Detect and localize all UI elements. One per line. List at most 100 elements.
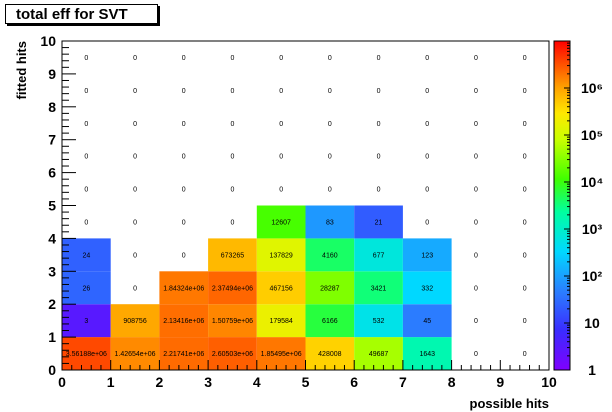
- cell-value-label: 3421: [371, 285, 387, 292]
- heatmap-cell: [62, 238, 111, 272]
- y-tick-label: 0: [48, 362, 56, 378]
- cell-value-label: 0: [474, 351, 478, 358]
- cell-value-label: 0: [84, 55, 88, 62]
- heatmap-cell: [256, 238, 306, 272]
- cell-value-label: 179584: [269, 318, 292, 325]
- cell-value-label: 332: [421, 285, 433, 292]
- x-tick-label: 5: [302, 374, 310, 390]
- cell-value-label: 0: [474, 187, 478, 194]
- cell-value-label: 0: [182, 252, 186, 259]
- heatmap-cell: [62, 304, 111, 338]
- cell-value-label: 26: [82, 285, 90, 292]
- cell-value-label: 3.56188e+06: [66, 351, 107, 358]
- cell-value-label: 2.13416e+06: [163, 318, 204, 325]
- heatmap-cell: [208, 337, 257, 370]
- cell-value-label: 0: [377, 187, 381, 194]
- cell-value-label: 2.60503e+06: [212, 351, 253, 358]
- cell-value-label: 0: [523, 55, 527, 62]
- cell-value-label: 428008: [318, 351, 341, 358]
- x-tick-label: 1: [107, 374, 115, 390]
- cell-value-label: 2.37494e+06: [212, 285, 253, 292]
- cell-value-label: 0: [182, 55, 186, 62]
- cell-value-label: 0: [84, 187, 88, 194]
- heatmap-cell: [110, 304, 160, 338]
- cell-value-label: 1643: [419, 351, 435, 358]
- y-axis-label: fitted hits: [14, 41, 29, 100]
- cell-value-label: 0: [377, 88, 381, 95]
- cell-value-label: 0: [377, 154, 381, 161]
- cells-layer: [62, 205, 452, 370]
- cell-value-label: 45: [423, 318, 431, 325]
- palette-tick-label: 10⁶: [581, 80, 603, 96]
- cell-value-label: 0: [182, 187, 186, 194]
- cell-value-label: 0: [328, 88, 332, 95]
- cell-value-label: 0: [425, 88, 429, 95]
- x-tick-label: 2: [156, 374, 164, 390]
- cell-value-label: 908756: [123, 318, 146, 325]
- heatmap-cell: [402, 271, 452, 305]
- x-axis-label: possible hits: [470, 396, 549, 411]
- cell-value-label: 0: [133, 154, 137, 161]
- cell-value-label: 0: [425, 219, 429, 226]
- cell-value-label: 0: [523, 121, 527, 128]
- cell-value-label: 0: [279, 88, 283, 95]
- cell-value-label: 0: [474, 318, 478, 325]
- heatmap-cell: [208, 271, 257, 305]
- cell-value-label: 0: [523, 187, 527, 194]
- heatmap-cell: [305, 271, 355, 305]
- cell-value-label: 0: [182, 154, 186, 161]
- cell-value-label: 3: [84, 318, 88, 325]
- heatmap-cell: [256, 271, 306, 305]
- cell-value-label: 0: [182, 121, 186, 128]
- cell-value-label: 49687: [369, 351, 389, 358]
- heatmap-cell: [354, 238, 403, 272]
- cell-value-label: 0: [84, 121, 88, 128]
- cell-value-label: 6166: [322, 318, 338, 325]
- cell-value-label: 0: [279, 154, 283, 161]
- heatmap-cell: [402, 238, 452, 272]
- cell-value-label: 0: [230, 219, 234, 226]
- x-tick-label: 10: [541, 374, 557, 390]
- heatmap-cell: [159, 304, 209, 338]
- cell-value-label: 21: [375, 219, 383, 226]
- heatmap-cell: [256, 304, 306, 338]
- cell-value-label: 0: [133, 285, 137, 292]
- palette-tick-label: 10⁵: [581, 127, 603, 143]
- cell-value-label: 673265: [221, 252, 244, 259]
- cell-value-label: 0: [328, 121, 332, 128]
- cell-value-label: 0: [474, 154, 478, 161]
- heatmap-cell: [110, 337, 160, 370]
- cell-value-label: 0: [523, 154, 527, 161]
- heatmap-cell: [256, 205, 306, 239]
- cell-value-label: 1.50759e+06: [212, 318, 253, 325]
- heatmap-cell: [305, 205, 355, 239]
- cell-value-label: 532: [373, 318, 385, 325]
- x-tick-label: 6: [350, 374, 358, 390]
- cell-value-label: 0: [523, 285, 527, 292]
- cell-value-label: 0: [133, 55, 137, 62]
- cell-value-label: 28287: [320, 285, 340, 292]
- heatmap-cell: [305, 238, 355, 272]
- cell-value-label: 0: [133, 219, 137, 226]
- cell-value-label: 0: [230, 55, 234, 62]
- y-tick-label: 1: [48, 329, 56, 345]
- cell-value-label: 0: [279, 121, 283, 128]
- heatmap-cell: [354, 205, 403, 239]
- cell-value-label: 0: [425, 55, 429, 62]
- heatmap-cell: [402, 337, 452, 370]
- palette-tick-label: 10³: [582, 221, 603, 237]
- cell-value-label: 0: [523, 252, 527, 259]
- x-tick-label: 3: [204, 374, 212, 390]
- cell-value-label: 0: [182, 88, 186, 95]
- heatmap-cell: [208, 304, 257, 338]
- heatmap-cell: [305, 337, 355, 370]
- cell-value-label: 24: [82, 252, 90, 259]
- cell-value-label: 2.21741e+06: [163, 351, 204, 358]
- heatmap-cell: [208, 238, 257, 272]
- y-tick-label: 2: [48, 296, 56, 312]
- cell-value-label: 0: [133, 88, 137, 95]
- heatmap-cell: [402, 304, 452, 338]
- cell-value-label: 1.84324e+06: [163, 285, 204, 292]
